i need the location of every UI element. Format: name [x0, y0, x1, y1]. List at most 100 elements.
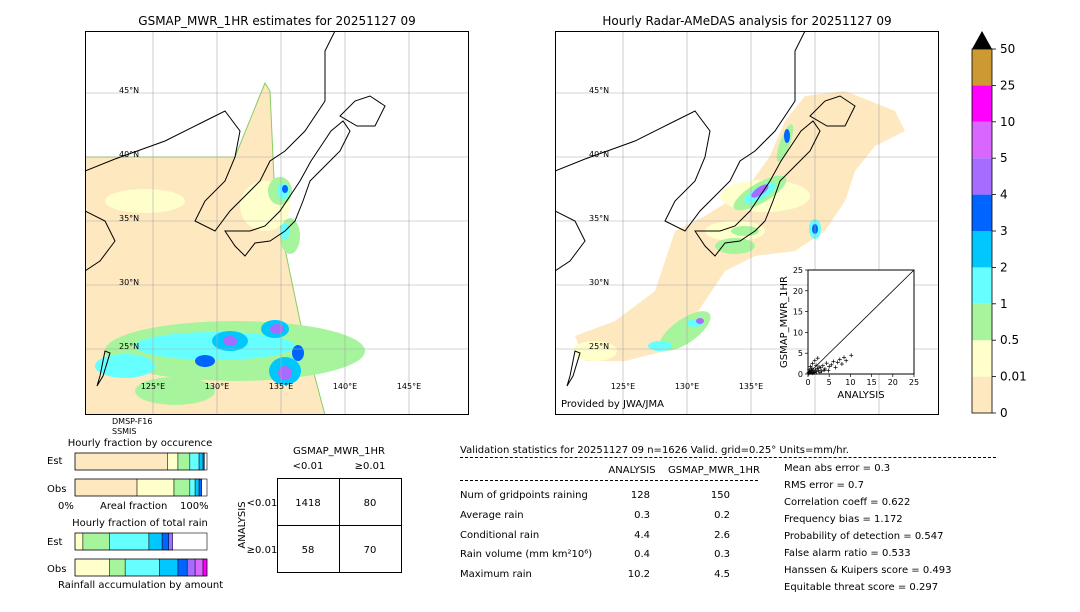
total-rain-bars	[74, 532, 208, 577]
contingency-col-0: <0.01	[292, 461, 324, 472]
bar-segment	[202, 452, 205, 471]
left-map: 45°N 40°N 35°N 30°N 25°N 125°E 130°E 135…	[85, 31, 469, 415]
contingency-title: GSMAP_MWR_1HR	[293, 446, 385, 457]
contingency-table: 1418 80 58 70 <0.01 ≥0.01 ANALYSIS	[237, 478, 402, 573]
scatter-point	[810, 361, 815, 366]
scatter-point	[827, 364, 832, 369]
validation-col-divider	[460, 480, 758, 481]
right-map-title: Hourly Radar-AMeDAS analysis for 2025112…	[602, 14, 892, 28]
occurrence-x-right: 100%	[180, 501, 209, 512]
scatter-point	[818, 365, 823, 370]
bar-segment	[109, 532, 150, 551]
colorbar-over-arrow	[972, 31, 992, 49]
stat-row-gsmap-4: 4.5	[714, 569, 730, 580]
colorbar-label: 0.5	[1000, 333, 1019, 347]
score-0: Mean abs error = 0.3	[784, 463, 891, 474]
scatter-point	[824, 361, 829, 366]
bar-segment	[198, 478, 202, 497]
stat-row-analysis-2: 4.4	[634, 530, 650, 541]
occurrence-obs-label: Obs	[47, 484, 67, 495]
left-lon-125: 125°E	[141, 382, 165, 391]
right-lat-35: 35°N	[589, 214, 609, 223]
right-lon-125: 125°E	[611, 382, 635, 391]
bar-segment	[74, 558, 110, 577]
sensor-label-2: SSMIS	[112, 427, 137, 436]
colorbar-segment	[972, 303, 992, 341]
stat-row-gsmap-0: 150	[710, 490, 730, 501]
scatter-point	[842, 355, 847, 360]
colorbar-label: 1	[1000, 297, 1008, 311]
contingency-row-1: ≥0.01	[247, 545, 278, 556]
scatter-point	[810, 371, 815, 376]
occurrence-title: Hourly fraction by occurence	[67, 438, 213, 449]
scatter-point	[812, 370, 817, 375]
bar-segment	[74, 478, 138, 497]
contingency-cell-11: 70	[364, 545, 377, 556]
bar-segment	[109, 558, 126, 577]
right-lat-45: 45°N	[589, 86, 609, 95]
score-5: False alarm ratio = 0.533	[784, 548, 911, 559]
bar-segment	[173, 478, 191, 497]
stat-row-label-1: Average rain	[460, 510, 524, 521]
bar-segment	[136, 478, 175, 497]
total-rain-est-label: Est	[47, 537, 63, 548]
scatter-point	[839, 362, 844, 367]
right-lon-135: 135°E	[739, 382, 763, 391]
stat-row-analysis-3: 0.4	[634, 549, 650, 560]
bar-segment	[202, 558, 208, 577]
right-lat-30: 30°N	[589, 278, 609, 287]
colorbar-label: 0	[1000, 406, 1008, 420]
scatter-point	[822, 368, 827, 373]
contingency-cell-10: 58	[302, 545, 315, 556]
scatter-point	[817, 364, 822, 369]
colorbar-label: 0.01	[1000, 370, 1027, 384]
contingency-col-1: ≥0.01	[354, 461, 386, 472]
left-coastline	[85, 31, 386, 387]
scatter-point	[829, 362, 834, 367]
left-lon-130: 130°E	[205, 382, 229, 391]
stat-row-label-0: Num of gridpoints raining	[460, 490, 588, 501]
validation-header: Validation statistics for 20251127 09 n=…	[460, 445, 849, 456]
left-lat-35: 35°N	[119, 214, 139, 223]
left-lat-25: 25°N	[119, 342, 139, 351]
left-lat-30: 30°N	[119, 278, 139, 287]
total-rain-obs-label: Obs	[47, 564, 67, 575]
occurrence-est-label: Est	[47, 456, 63, 467]
scatter-point	[812, 358, 817, 363]
scatter-ytick-label: 0	[798, 370, 803, 379]
score-6: Hanssen & Kuipers score = 0.493	[784, 565, 952, 576]
scatter-point	[816, 368, 821, 373]
colorbar-segment	[972, 49, 992, 86]
data-credit: Provided by JWA/JMA	[561, 399, 664, 410]
scatter-ytick-label: 25	[793, 266, 803, 275]
right-lon-130: 130°E	[675, 382, 699, 391]
scatter-point	[844, 358, 849, 363]
stat-row-gsmap-2: 2.6	[714, 530, 730, 541]
colorbar-segment	[972, 121, 992, 159]
validation-col-gsmap: GSMAP_MWR_1HR	[668, 465, 760, 476]
colorbar-segment	[972, 231, 992, 268]
bar-segment	[159, 558, 179, 577]
bar-segment	[167, 452, 179, 471]
score-4: Probability of detection = 0.547	[784, 531, 944, 542]
bar-segment	[74, 452, 168, 471]
left-rain-cells	[95, 177, 365, 405]
colorbar-label: 3	[1000, 224, 1008, 238]
bar-frame	[74, 558, 208, 577]
occurrence-x-left: 0%	[58, 501, 74, 512]
scatter-xtick-label: 0	[805, 378, 810, 387]
left-lat-45: 45°N	[119, 86, 139, 95]
scatter-point	[835, 360, 840, 365]
stat-row-label-4: Maximum rain	[460, 569, 532, 580]
total-rain-xlabel: Rainfall accumulation by amount	[58, 580, 224, 591]
score-1: RMS error = 0.7	[784, 480, 864, 491]
colorbar-label: 2	[1000, 260, 1008, 274]
left-lon-labels: 125°E 130°E 135°E 140°E 145°E	[141, 382, 421, 391]
contingency-cell-00: 1418	[295, 498, 320, 509]
bar-segment	[82, 532, 110, 551]
scatter-ytick-label: 10	[793, 328, 803, 337]
scatter-xlabel: ANALYSIS	[837, 390, 884, 401]
colorbar-segment	[972, 340, 992, 377]
scatter-point	[814, 369, 819, 374]
colorbar-segment	[972, 158, 992, 195]
